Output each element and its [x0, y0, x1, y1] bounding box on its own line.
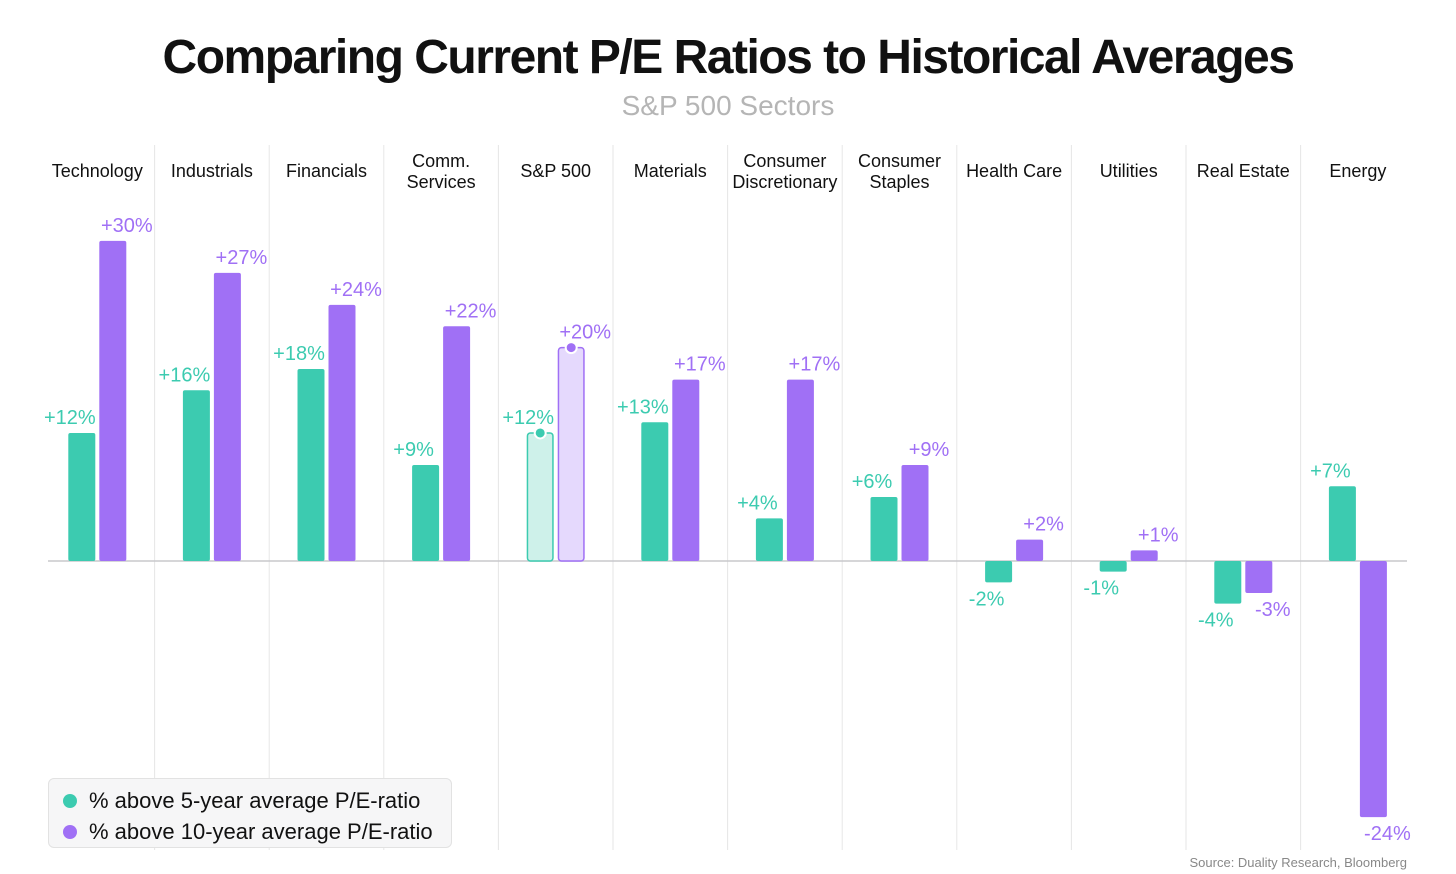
- bar-5yr: [870, 496, 898, 561]
- legend: % above 5-year average P/E-ratio % above…: [48, 778, 452, 848]
- legend-swatch-5yr: [63, 793, 77, 808]
- data-label: -3%: [1255, 599, 1291, 621]
- bar-marker: [564, 341, 578, 355]
- data-label: +12%: [502, 407, 554, 429]
- bar-10yr: [901, 464, 929, 561]
- category-label: S&P 500: [520, 161, 591, 181]
- bar-10yr: [328, 304, 356, 561]
- bar-5yr: [526, 432, 554, 562]
- data-label: +24%: [330, 279, 382, 301]
- category-label: Industrials: [171, 161, 253, 181]
- category-label: Real Estate: [1197, 161, 1290, 181]
- bar-5yr: [755, 518, 783, 561]
- data-label: +2%: [1023, 514, 1064, 536]
- legend-label-10yr: % above 10-year average P/E-ratio: [89, 818, 433, 844]
- data-label: +27%: [216, 247, 268, 269]
- bar-10yr: [786, 379, 814, 561]
- legend-swatch-10yr: [63, 824, 77, 839]
- category-label: Health Care: [966, 161, 1062, 181]
- category-label: Energy: [1329, 161, 1386, 181]
- chart-title: Comparing Current P/E Ratios to Historic…: [162, 31, 1295, 84]
- data-label: +16%: [159, 364, 211, 386]
- chart-subtitle: S&P 500 Sectors: [621, 90, 835, 121]
- data-label: +13%: [617, 396, 669, 418]
- bar-10yr: [443, 326, 471, 561]
- source-note: Source: Duality Research, Bloomberg: [1189, 855, 1408, 870]
- data-label: -1%: [1083, 578, 1119, 600]
- bar-5yr: [641, 422, 669, 561]
- bar-5yr: [297, 368, 325, 561]
- bar-5yr: [412, 464, 440, 561]
- data-label: +17%: [674, 354, 726, 376]
- category-label: Financials: [286, 161, 367, 181]
- bar-5yr: [182, 390, 210, 561]
- data-label: +18%: [273, 343, 325, 365]
- bar-10yr: [99, 240, 127, 561]
- bar-5yr: [1099, 561, 1127, 572]
- bar-10yr: [1016, 539, 1044, 561]
- category-label: Utilities: [1100, 161, 1158, 181]
- category-label: Comm. Services: [407, 151, 476, 192]
- data-label: -4%: [1198, 610, 1234, 632]
- bar-5yr: [68, 432, 96, 561]
- bar-10yr: [1130, 550, 1158, 561]
- bar-5yr: [1328, 486, 1356, 561]
- data-label: +6%: [852, 471, 893, 493]
- legend-item-10yr: % above 10-year average P/E-ratio: [63, 816, 437, 847]
- bar-10yr: [1245, 561, 1273, 594]
- category-label: Technology: [52, 161, 143, 181]
- data-label: -2%: [969, 588, 1005, 610]
- data-label: +22%: [445, 300, 497, 322]
- data-label: +7%: [1310, 460, 1351, 482]
- category-label: Consumer Discretionary: [732, 151, 837, 192]
- data-label: -24%: [1364, 823, 1411, 845]
- bar-5yr: [1214, 561, 1242, 604]
- bar-10yr: [672, 379, 700, 561]
- data-label: +9%: [393, 439, 434, 461]
- data-label: +12%: [44, 407, 96, 429]
- bar-10yr: [1359, 561, 1387, 818]
- data-label: +9%: [909, 439, 950, 461]
- bar-5yr: [985, 561, 1013, 583]
- category-label: Materials: [634, 161, 707, 181]
- data-label: +30%: [101, 215, 153, 237]
- bar-10yr: [213, 272, 241, 561]
- data-label: +20%: [559, 322, 611, 344]
- data-label: +17%: [789, 354, 841, 376]
- category-label: Consumer Staples: [858, 151, 941, 192]
- legend-label-5yr: % above 5-year average P/E-ratio: [89, 787, 421, 813]
- data-label: +4%: [737, 492, 778, 514]
- bar-marker: [533, 426, 547, 440]
- bar-10yr: [557, 346, 585, 562]
- legend-item-5yr: % above 5-year average P/E-ratio: [63, 785, 437, 816]
- data-label: +1%: [1138, 524, 1179, 546]
